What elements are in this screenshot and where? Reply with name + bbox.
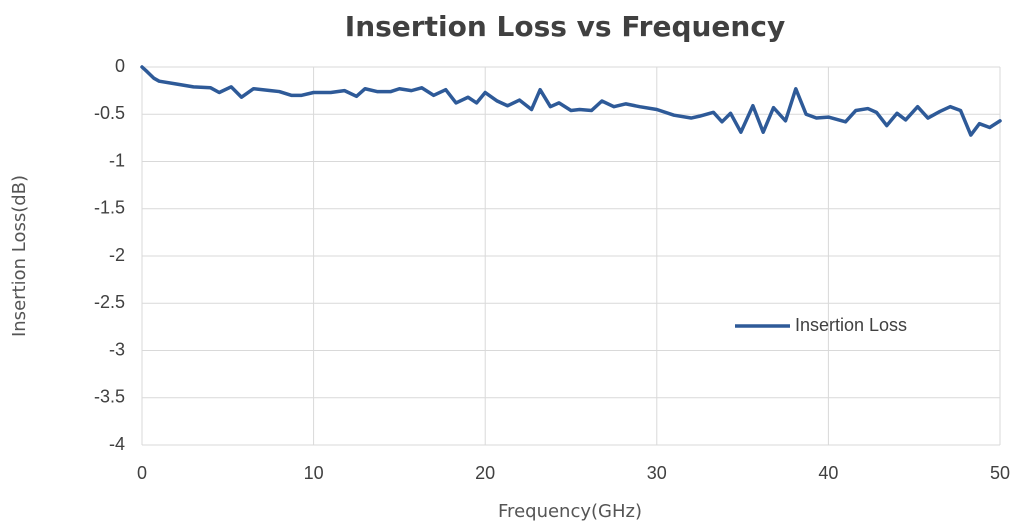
y-axis-title: Insertion Loss(dB) (9, 175, 30, 337)
chart-title: Insertion Loss vs Frequency (345, 10, 785, 43)
y-tick-label: 0 (115, 56, 125, 76)
y-tick-label: -3.5 (94, 387, 125, 407)
y-tick-label: -0.5 (94, 103, 125, 123)
x-tick-label: 30 (647, 463, 667, 483)
data-line (140, 65, 1002, 137)
y-tick-label: -3 (109, 339, 125, 359)
legend-label: Insertion Loss (795, 315, 907, 335)
x-tick-label: 40 (818, 463, 838, 483)
x-tick-label: 10 (304, 463, 324, 483)
y-tick-label: -2.5 (94, 292, 125, 312)
x-tick-label: 20 (475, 463, 495, 483)
y-tick-label: -4 (109, 434, 125, 454)
y-tick-label: -2 (109, 245, 125, 265)
x-tick-label: 50 (990, 463, 1010, 483)
x-tick-label: 0 (137, 463, 147, 483)
x-axis-title: Frequency(GHz) (498, 501, 642, 522)
y-tick-label: -1 (109, 150, 125, 170)
y-tick-label: -1.5 (94, 198, 125, 218)
